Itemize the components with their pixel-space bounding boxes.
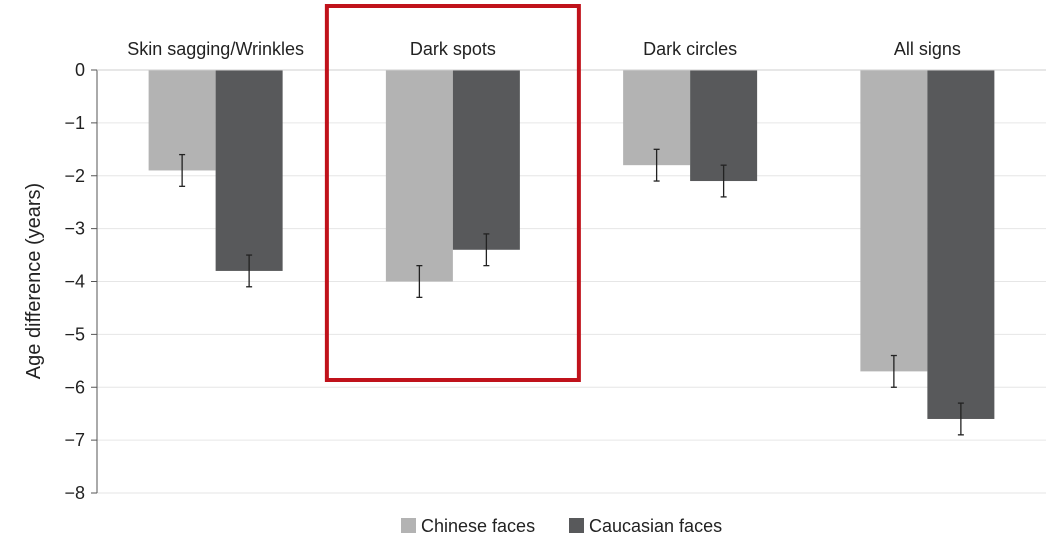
bar bbox=[860, 70, 928, 372]
highlight-box bbox=[324, 4, 581, 382]
legend-label: Chinese faces bbox=[421, 516, 535, 536]
category-label: Dark spots bbox=[410, 39, 496, 59]
error-bars bbox=[179, 148, 964, 436]
y-tick-label: −2 bbox=[64, 166, 85, 186]
y-tick-label: −6 bbox=[64, 377, 85, 397]
legend-label: Caucasian faces bbox=[589, 516, 722, 536]
y-tick-label: −1 bbox=[64, 113, 85, 133]
bar bbox=[385, 70, 453, 282]
y-tick-label: −5 bbox=[64, 324, 85, 344]
bar bbox=[215, 70, 283, 271]
bar bbox=[927, 70, 995, 419]
legend: Chinese faces Caucasian faces bbox=[401, 516, 722, 536]
category-label: Skin sagging/Wrinkles bbox=[127, 39, 304, 59]
y-tick-label: −8 bbox=[64, 483, 85, 503]
category-labels: Skin sagging/Wrinkles Dark spots Dark circ… bbox=[127, 39, 961, 59]
bar bbox=[452, 70, 520, 250]
y-axis-title: Age difference (years) bbox=[23, 183, 45, 379]
legend-swatch bbox=[401, 518, 416, 533]
y-tick-label: −7 bbox=[64, 430, 85, 450]
bars bbox=[148, 70, 995, 419]
category-label: All signs bbox=[894, 39, 961, 59]
legend-swatch bbox=[569, 518, 584, 533]
y-tick-label: −3 bbox=[64, 219, 85, 239]
y-axis: 0 −1 −2 −3 −4 −5 −6 −7 −8 bbox=[64, 60, 1046, 503]
y-tick-label: −4 bbox=[64, 272, 85, 292]
bar bbox=[148, 70, 216, 171]
highlight-rectangle bbox=[324, 4, 581, 382]
y-tick-label: 0 bbox=[75, 60, 85, 80]
category-label: Dark circles bbox=[643, 39, 737, 59]
bar bbox=[690, 70, 758, 182]
